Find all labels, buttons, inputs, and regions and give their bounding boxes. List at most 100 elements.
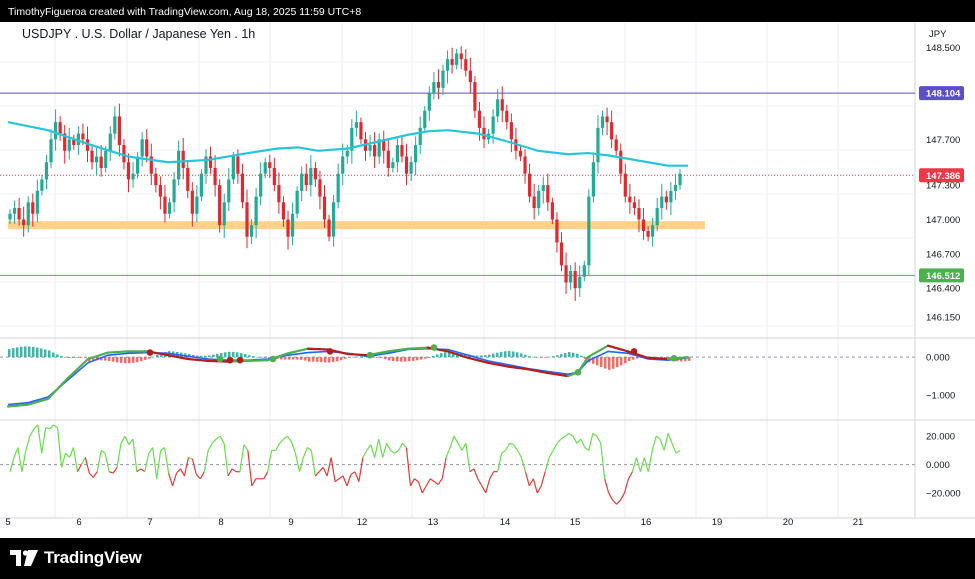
candle-down [72,139,76,146]
oscillator-segment [592,432,598,437]
oscillator-segment [294,453,300,472]
oscillator-segment [37,424,43,454]
macd-histogram-bar [612,357,615,369]
candle-up [49,139,53,163]
macd-histogram-bar [512,351,515,358]
candle-down [623,173,627,197]
macd-histogram-bar [260,357,263,358]
macd-histogram-bar [684,357,687,362]
chart-title: USDJPY . U.S. Dollar / Japanese Yen . 1h [22,27,255,41]
macd-histogram-bar [476,355,479,358]
macd-histogram-bar [348,357,351,358]
oscillator-segment [140,468,146,473]
oscillator-segment [576,438,582,444]
candle-down [268,162,272,168]
macd-histogram-bar [256,356,259,358]
macd-histogram-bar [240,353,243,358]
candle-up [195,196,199,214]
oscillator-segment [540,471,546,487]
macd-histogram-bar [216,353,219,358]
candle-up [300,173,304,191]
oscillator-segment [445,447,451,458]
macd-histogram-bar [600,357,603,368]
candle-down [313,167,317,180]
oscillator-segment [512,444,518,451]
candle-down [450,59,454,65]
time-tick-label: 14 [500,517,511,528]
oscillator-segment [473,468,479,479]
macd-slow-segment [506,365,530,371]
oscillator-segment [314,471,320,477]
oscillator-segment [429,478,435,483]
macd-histogram-bar [160,353,163,358]
oscillator-segment [338,475,344,480]
candle-up [44,162,49,180]
candle-up [295,190,299,214]
macd-slow-segment [646,356,670,361]
candle-down [614,139,618,151]
candle-down [573,271,577,289]
oscillator-segment [354,471,360,482]
macd-histogram-bar [224,352,227,358]
macd-histogram-bar [124,357,127,364]
macd-histogram-bar [52,352,55,358]
current-price-tag-label: 147.386 [926,171,960,182]
macd-slow-segment [606,344,630,353]
oscillator-segment [588,433,594,451]
top-credit-bar: TimothyFigueroa created with TradingView… [0,0,975,22]
candle-down [641,219,646,231]
oscillator-tick-label: 0.000 [926,460,950,471]
price-tick-label: 146.700 [926,249,960,260]
macd-histogram-bar [688,357,691,361]
candle-down [468,70,472,83]
oscillator-segment [366,444,372,451]
chart-frame[interactable]: 148.500 147.700 147.300 147.000 146.700 146.4… [0,22,975,538]
candle-down [464,59,468,71]
candle-up [35,190,39,214]
oscillator-segment [65,452,70,458]
chart-canvas[interactable]: 148.500 147.700 147.300 147.000 146.700 146.4… [0,22,975,538]
candle-up [445,59,450,71]
oscillator-segment [346,474,352,487]
macd-cross-dot [146,349,154,356]
oscillator-segment [659,438,665,451]
macd-histogram-bar [556,355,559,358]
macd-histogram-bar [632,357,635,360]
macd-pane [0,344,915,408]
oscillator-segment [104,453,110,472]
macd-histogram-bar [84,357,87,358]
macd-histogram-bar [100,357,103,361]
macd-histogram-bar [652,356,655,358]
candle-up [660,196,664,209]
oscillator-segment [433,481,439,485]
oscillator-segment [386,442,392,451]
candle-up [172,179,176,203]
oscillator-segment [564,432,570,437]
macd-histogram-bar [424,357,427,359]
tradingview-logo[interactable]: TradingView [10,547,142,569]
macd-slow-segment [186,357,210,362]
candle-down [163,196,167,214]
candle-down [322,196,327,220]
oscillator-segment [421,485,427,494]
macd-histogram-bar [484,355,487,358]
macd-histogram-bar [532,356,535,358]
candle-down [158,185,163,197]
candle-down [181,150,185,168]
support-zone-band [8,221,705,230]
macd-cross-dot [236,356,244,364]
oscillator-segment [310,450,316,477]
macd-histogram-bar [120,357,123,363]
oscillator-segment [600,443,606,479]
candle-down [190,190,194,214]
macd-tick-label: 0.000 [926,353,950,364]
macd-histogram-bar [572,352,575,358]
oscillator-segment [116,443,122,468]
macd-slow-segment [46,376,70,400]
macd-histogram-bar [564,353,567,358]
time-tick-label: 12 [357,517,368,528]
candle-down [277,185,281,203]
macd-cross-dot [326,348,334,355]
macd-histogram-bar [324,357,327,363]
macd-histogram-bar [48,350,51,358]
